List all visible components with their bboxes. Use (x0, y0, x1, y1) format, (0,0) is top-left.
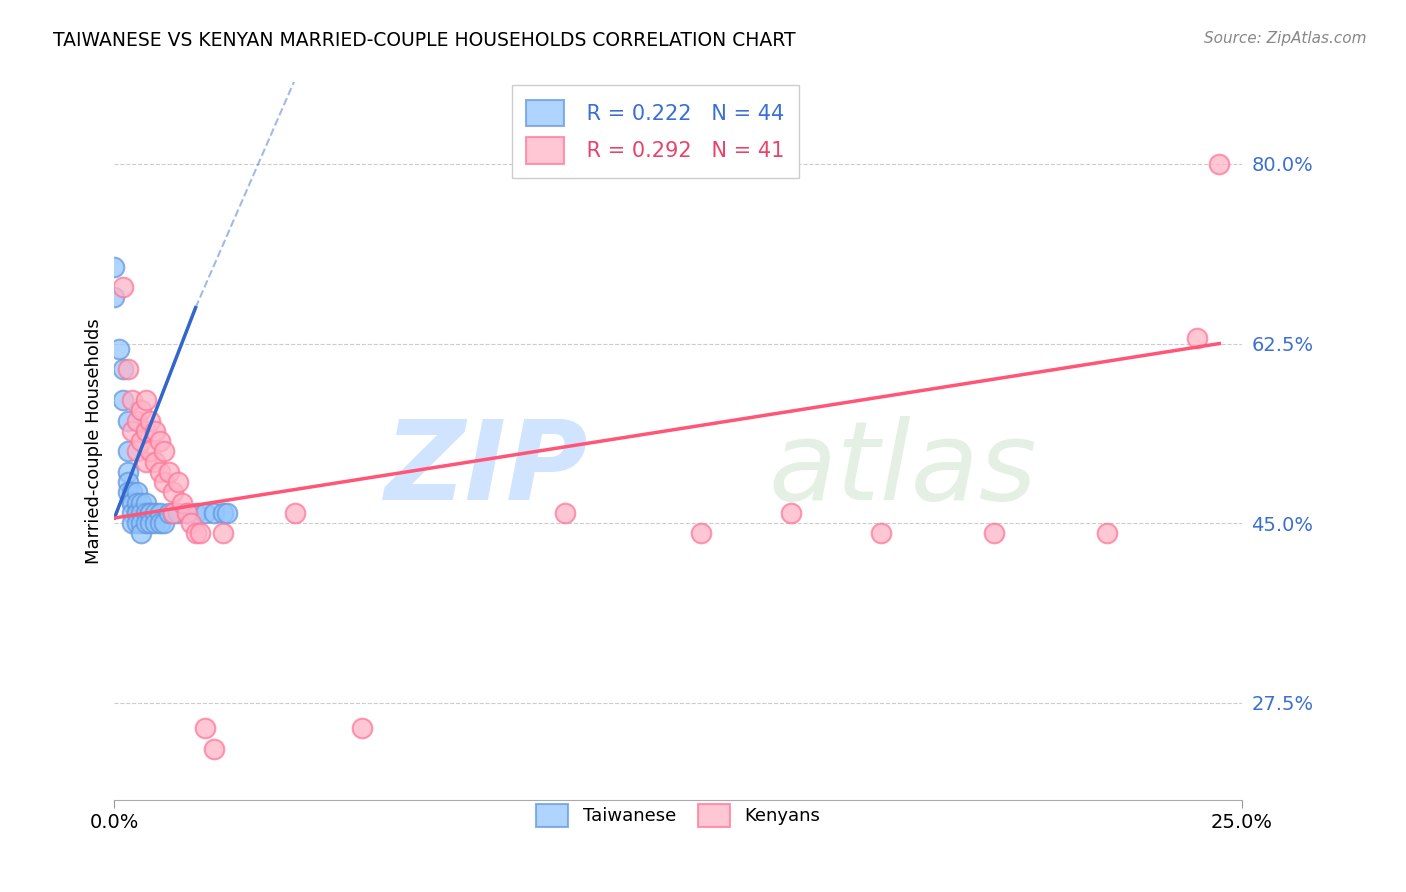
Point (870, 526, 893, 541)
Point (135, 454, 157, 468)
Point (139, 444, 162, 458)
Point (131, 516, 153, 530)
Point (779, 506, 801, 520)
Point (689, 526, 711, 541)
Point (125, 506, 148, 520)
Point (153, 516, 176, 530)
Point (121, 516, 143, 530)
Text: ZIP: ZIP (384, 417, 588, 524)
Point (148, 506, 170, 520)
Point (1208, 157, 1230, 171)
Point (117, 485, 139, 500)
Text: TAIWANESE VS KENYAN MARRIED-COUPLE HOUSEHOLDS CORRELATION CHART: TAIWANESE VS KENYAN MARRIED-COUPLE HOUSE… (53, 31, 796, 50)
Point (112, 362, 135, 376)
Point (157, 465, 180, 479)
Point (135, 516, 157, 530)
Point (121, 495, 143, 509)
Point (176, 506, 198, 520)
Point (135, 392, 157, 407)
Point (135, 506, 157, 520)
Point (1185, 331, 1208, 345)
Point (117, 362, 139, 376)
Point (131, 434, 153, 448)
Point (139, 506, 162, 520)
Point (125, 413, 148, 427)
Point (194, 722, 217, 736)
Point (139, 506, 162, 520)
Point (211, 506, 233, 520)
Point (143, 516, 166, 530)
Point (148, 434, 170, 448)
Point (117, 475, 139, 489)
Point (202, 506, 225, 520)
Point (217, 506, 239, 520)
Point (176, 506, 198, 520)
Point (112, 280, 135, 294)
Point (148, 465, 170, 479)
Point (131, 506, 153, 520)
Point (162, 506, 184, 520)
Point (166, 475, 188, 489)
Point (184, 526, 207, 541)
Point (108, 342, 131, 356)
Point (170, 495, 193, 509)
Point (202, 742, 225, 756)
Point (121, 392, 143, 407)
Point (162, 485, 184, 500)
Point (166, 506, 188, 520)
Point (194, 506, 217, 520)
Point (117, 465, 139, 479)
Point (184, 506, 207, 520)
Text: Source: ZipAtlas.com: Source: ZipAtlas.com (1204, 31, 1367, 46)
Point (1095, 526, 1118, 541)
Text: atlas: atlas (768, 417, 1038, 524)
Point (103, 260, 125, 274)
Point (554, 506, 576, 520)
Point (121, 506, 143, 520)
Point (103, 290, 125, 304)
Point (139, 413, 162, 427)
Point (162, 506, 184, 520)
Point (153, 444, 176, 458)
Point (148, 516, 170, 530)
Point (983, 526, 1005, 541)
Point (131, 495, 153, 509)
Point (157, 506, 180, 520)
Point (153, 475, 176, 489)
Point (125, 495, 148, 509)
Point (117, 444, 139, 458)
Point (121, 495, 143, 509)
Point (131, 403, 153, 417)
Point (180, 516, 202, 530)
Point (135, 495, 157, 509)
Point (125, 444, 148, 458)
Point (143, 506, 166, 520)
Point (143, 454, 166, 468)
Point (112, 392, 135, 407)
Point (284, 506, 307, 520)
Point (352, 722, 374, 736)
Point (125, 506, 148, 520)
Point (125, 485, 148, 500)
Point (188, 526, 211, 541)
Point (131, 526, 153, 541)
Point (117, 413, 139, 427)
Legend: Taiwanese, Kenyans: Taiwanese, Kenyans (529, 797, 828, 834)
Point (211, 526, 233, 541)
Point (139, 516, 162, 530)
Point (121, 485, 143, 500)
Point (143, 424, 166, 438)
Point (121, 424, 143, 438)
Point (125, 516, 148, 530)
Y-axis label: Married-couple Households: Married-couple Households (86, 318, 103, 564)
Point (135, 424, 157, 438)
